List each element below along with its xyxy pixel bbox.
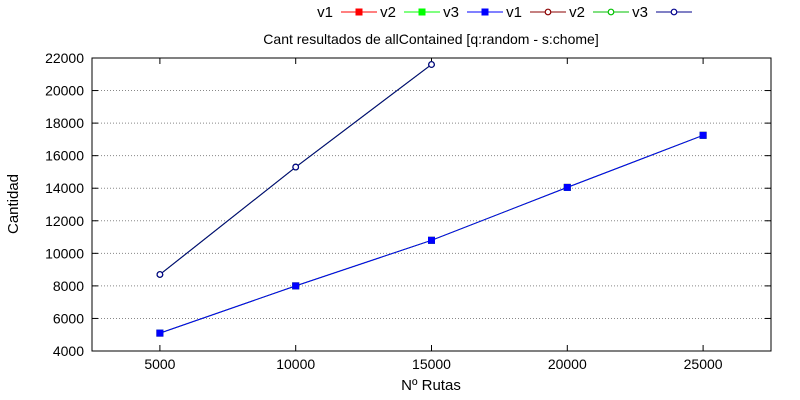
y-tick-label: 4000	[53, 343, 84, 359]
legend-marker	[355, 8, 363, 16]
data-point	[428, 61, 435, 68]
y-tick-label: 6000	[53, 310, 84, 326]
y-tick-label: 14000	[45, 180, 84, 196]
data-point	[699, 131, 707, 139]
chart-legend: v1 v2 v3 v1 v2 v3	[317, 4, 692, 21]
x-axis-ticks: 5000 10000 15000 20000 25000	[144, 58, 723, 372]
series-line	[159, 134, 704, 334]
legend-item: v3	[632, 4, 692, 21]
y-tick-label: 10000	[45, 245, 84, 261]
legend-label: v2	[380, 4, 396, 21]
y-tick-label: 18000	[45, 115, 84, 131]
chart-grid	[92, 90, 771, 319]
y-tick-label: 20000	[45, 83, 84, 99]
legend-marker	[544, 8, 552, 16]
series-v3-circles	[156, 61, 435, 278]
y-tick-label: 22000	[45, 50, 84, 66]
x-tick-label: 20000	[548, 356, 587, 372]
data-point	[156, 271, 164, 278]
legend-label: v3	[632, 4, 648, 21]
x-tick-label: 25000	[684, 356, 723, 372]
plot-area-frame	[91, 57, 772, 352]
legend-marker	[670, 8, 678, 16]
data-point	[563, 183, 571, 191]
x-tick-label: 15000	[412, 356, 451, 372]
x-tick-label: 5000	[144, 356, 175, 372]
data-point	[292, 282, 300, 290]
series-layer	[156, 61, 707, 337]
y-axis-ticks: 4000 6000 8000 10000 12000 14000 16000 18000 200…	[45, 50, 771, 359]
legend-label: v3	[443, 4, 459, 21]
legend-item: v1	[506, 4, 566, 21]
data-point	[428, 236, 435, 244]
legend-item: v2	[380, 4, 440, 21]
legend-label: v1	[506, 4, 522, 21]
legend-item: v2	[569, 4, 629, 21]
legend-label: v1	[317, 4, 333, 21]
series-v3-squares	[156, 131, 707, 337]
legend-marker	[418, 8, 426, 16]
x-axis-label: Nº Rutas	[401, 377, 461, 394]
x-tick-label: 10000	[276, 356, 315, 372]
series-line	[159, 134, 704, 334]
legend-item: v3	[443, 4, 503, 21]
series-line	[159, 134, 704, 334]
legend-item: v1	[317, 4, 377, 21]
legend-marker	[607, 8, 615, 16]
data-point	[292, 163, 300, 171]
y-tick-label: 16000	[45, 148, 84, 164]
y-tick-label: 12000	[45, 213, 84, 229]
y-tick-label: 8000	[53, 278, 84, 294]
chart-title: Cant resultados de allContained [q:rando…	[263, 31, 598, 47]
legend-label: v2	[569, 4, 585, 21]
data-point	[156, 329, 164, 337]
y-axis-label: Cantidad	[5, 174, 22, 234]
legend-marker	[481, 8, 489, 16]
